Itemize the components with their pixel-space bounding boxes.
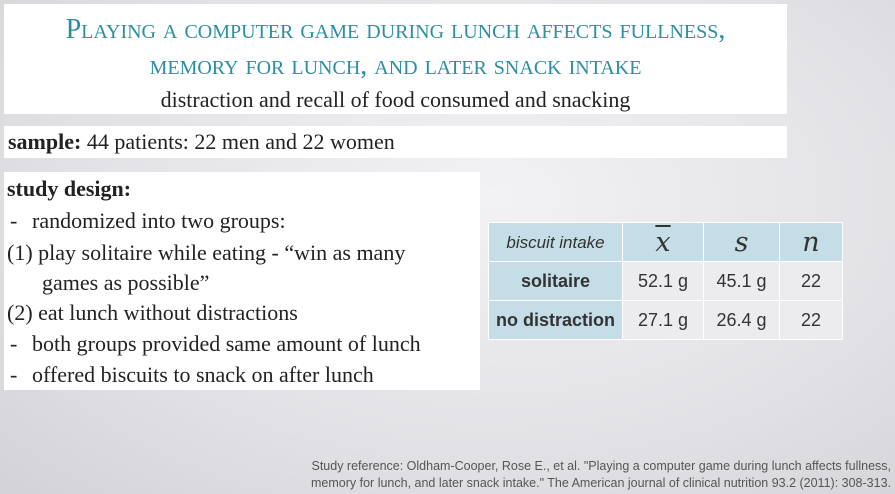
title-panel: Playing a computer game during lunch aff… xyxy=(4,4,787,114)
table-header-sd: s xyxy=(703,222,780,262)
reference-line-1: Study reference: Oldham-Cooper, Rose E.,… xyxy=(311,459,891,473)
table-header-mean: x xyxy=(622,222,704,262)
design-text: games as possible” xyxy=(42,270,210,295)
design-text: offered biscuits to snack on after lunch xyxy=(32,362,374,387)
study-design-heading: study design: xyxy=(7,176,132,201)
cell-mean: 27.1 g xyxy=(622,300,704,340)
slide-title-line-1: Playing a computer game during lunch aff… xyxy=(65,14,726,45)
design-line: (2) eat lunch without distractions xyxy=(7,302,298,324)
slide-title-line-2: memory for lunch, and later snack intake xyxy=(149,50,642,81)
design-text: both groups provided same amount of lunc… xyxy=(32,331,421,356)
sample-panel: sample: 44 patients: 22 men and 22 women xyxy=(4,126,787,158)
table-row: no distraction 27.1 g 26.4 g 22 xyxy=(488,300,843,340)
design-line: (1) play solitaire while eating - “win a… xyxy=(7,242,405,264)
design-marker: - xyxy=(10,208,18,233)
sample-text: 44 patients: 22 men and 22 women xyxy=(86,129,395,154)
design-text: play solitaire while eating - “win as ma… xyxy=(38,240,406,265)
row-label: no distraction xyxy=(488,300,623,340)
row-label: solitaire xyxy=(488,261,623,301)
design-line: - both groups provided same amount of lun… xyxy=(10,333,421,355)
design-marker: (2) xyxy=(7,300,33,325)
design-line: - randomized into two groups: xyxy=(10,210,286,232)
design-text: eat lunch without distractions xyxy=(38,300,298,325)
table-header-label: biscuit intake xyxy=(488,222,623,262)
design-line: - offered biscuits to snack on after lunc… xyxy=(10,364,374,386)
cell-n: 22 xyxy=(779,261,843,301)
reference-line-2: memory for lunch, and later snack intake… xyxy=(311,476,891,490)
study-design-panel: study design: - randomized into two group… xyxy=(4,172,480,390)
table-row: solitaire 52.1 g 45.1 g 22 xyxy=(488,261,843,301)
sample-label: sample: xyxy=(8,129,82,154)
design-marker: - xyxy=(10,362,18,387)
cell-mean: 52.1 g xyxy=(622,261,704,301)
table-header-row: biscuit intake x s n xyxy=(488,222,843,262)
cell-sd: 26.4 g xyxy=(703,300,780,340)
table-header-n: n xyxy=(779,222,843,262)
design-marker: - xyxy=(10,331,18,356)
slide-subtitle: distraction and recall of food consumed … xyxy=(160,87,631,112)
biscuit-intake-table: biscuit intake x s n solitaire 52.1 g 45… xyxy=(488,222,843,340)
design-marker: (1) xyxy=(7,240,33,265)
cell-n: 22 xyxy=(779,300,843,340)
study-reference: Study reference: Oldham-Cooper, Rose E.,… xyxy=(311,458,891,492)
cell-sd: 45.1 g xyxy=(703,261,780,301)
design-line: games as possible” xyxy=(42,272,209,294)
design-text: randomized into two groups: xyxy=(32,208,286,233)
